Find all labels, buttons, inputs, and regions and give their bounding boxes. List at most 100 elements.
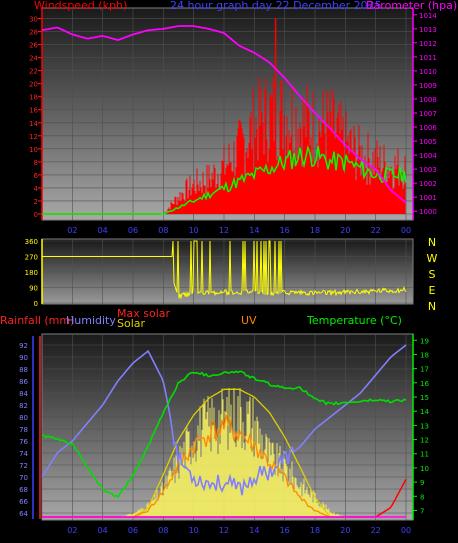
wind-x-tick-label: 00 [401, 226, 411, 235]
humidity-tick-label: 78 [19, 426, 28, 434]
temp-tick-label: 11 [420, 451, 429, 459]
wind-tick-label: 2 [34, 198, 38, 206]
humidity-tick-label: 88 [19, 366, 28, 374]
temp-tick-label: 18 [420, 351, 429, 359]
baro-tick-label: 1001 [419, 194, 437, 202]
baro-tick-label: 1014 [419, 12, 437, 20]
avg-wind-series [42, 144, 407, 215]
temp-tick-label: 10 [420, 465, 429, 473]
compass-label: E [429, 284, 436, 297]
wind-tick-label: 26 [29, 42, 38, 50]
baro-tick-label: 1013 [419, 26, 437, 34]
baro-tick-label: 1004 [419, 152, 437, 160]
wind-tick-label: 16 [29, 107, 38, 115]
wind-tick-label: 30 [29, 16, 38, 24]
humidity-label: Humidity [66, 314, 116, 327]
solar-x-tick-label: 02 [67, 526, 77, 535]
solar-x-tick-label: 22 [371, 526, 381, 535]
dir-tick-label: 90 [29, 285, 38, 293]
temp-tick-label: 12 [420, 437, 429, 445]
baro-tick-label: 1006 [419, 124, 437, 132]
wind-x-tick-label: 08 [158, 226, 168, 235]
maxsolar-label: Max solar [117, 307, 170, 320]
compass-label: W [427, 252, 438, 265]
solar-x-tick-label: 20 [340, 526, 350, 535]
wind-x-tick-label: 02 [67, 226, 77, 235]
wind-tick-label: 28 [29, 29, 38, 37]
baro-tick-label: 1007 [419, 110, 437, 118]
baro-tick-label: 1003 [419, 166, 437, 174]
wind-tick-label: 12 [29, 133, 38, 141]
wind-x-tick-label: 20 [340, 226, 350, 235]
temp-tick-label: 19 [420, 337, 429, 345]
wind-x-tick-label: 12 [219, 226, 229, 235]
dir-tick-label: 360 [25, 238, 38, 246]
baro-tick-label: 1002 [419, 180, 437, 188]
graph-title: 24 hour graph day 22 December 2025 [170, 0, 382, 12]
baro-tick-label: 1005 [419, 138, 437, 146]
solar-x-tick-label: 18 [310, 526, 320, 535]
baro-tick-label: 1000 [419, 208, 437, 216]
barometer-series [41, 25, 407, 204]
temp-tick-label: 8 [420, 493, 424, 501]
dir-tick-label: 270 [25, 254, 38, 262]
temperature-series [41, 370, 407, 499]
solar-x-tick-label: 12 [219, 526, 229, 535]
temp-tick-label: 14 [420, 408, 429, 416]
temperature-label: Temperature (°C) [306, 314, 402, 327]
humidity-tick-label: 80 [19, 414, 28, 422]
solar-x-tick-label: 06 [128, 526, 138, 535]
wind-x-tick-label: 04 [98, 226, 108, 235]
humidity-tick-label: 72 [19, 462, 28, 470]
wind-axis-title: Windspeed (kph) [34, 0, 127, 12]
temp-tick-label: 13 [420, 422, 429, 430]
uv-label: UV [241, 314, 257, 327]
wind-x-tick-label: 16 [280, 226, 290, 235]
wind-tick-label: 8 [34, 159, 38, 167]
wind-tick-label: 6 [34, 172, 39, 180]
solar-x-tick-label: 04 [98, 526, 108, 535]
wind-tick-label: 4 [34, 185, 39, 193]
humidity-tick-label: 76 [19, 438, 28, 446]
temp-tick-label: 7 [420, 507, 424, 515]
solar-label: Solar [117, 317, 146, 330]
temp-tick-label: 17 [420, 366, 429, 374]
solar-x-tick-label: 14 [249, 526, 259, 535]
wind-tick-label: 20 [29, 81, 38, 89]
humidity-tick-label: 70 [19, 474, 28, 482]
humidity-tick-label: 84 [19, 390, 28, 398]
baro-tick-label: 1010 [419, 68, 437, 76]
wind-tick-label: 10 [29, 146, 38, 154]
dir-tick-label: 180 [25, 269, 38, 277]
wind-tick-label: 18 [29, 94, 38, 102]
dir-tick-label: 0 [34, 300, 38, 308]
temp-tick-label: 9 [420, 479, 424, 487]
compass-label: S [429, 268, 436, 281]
wind-tick-label: 24 [29, 55, 38, 63]
humidity-tick-label: 86 [19, 378, 28, 386]
baro-tick-label: 1009 [419, 82, 437, 90]
solar-x-tick-label: 16 [280, 526, 290, 535]
baro-tick-label: 1008 [419, 96, 437, 104]
wind-x-tick-label: 18 [310, 226, 320, 235]
baro-tick-label: 1011 [419, 54, 437, 62]
baro-tick-label: 1012 [419, 40, 437, 48]
wind-x-tick-label: 06 [128, 226, 138, 235]
humidity-tick-label: 74 [19, 450, 28, 458]
solar-x-tick-label: 08 [158, 526, 168, 535]
baro-axis-title: Barometer (hpa) [366, 0, 457, 12]
humidity-tick-label: 68 [19, 486, 28, 494]
temp-tick-label: 16 [420, 380, 429, 388]
humidity-series [41, 344, 407, 496]
humidity-tick-label: 92 [19, 342, 28, 350]
humidity-tick-label: 66 [19, 498, 28, 506]
temp-tick-label: 15 [420, 394, 429, 402]
rainfall-label: Rainfall (mm) [0, 314, 74, 327]
humidity-tick-label: 82 [19, 402, 28, 410]
wind-tick-label: 22 [29, 68, 38, 76]
wind-tick-label: 0 [34, 211, 38, 219]
solar-x-tick-label: 00 [401, 526, 411, 535]
solar-x-tick-label: 10 [189, 526, 199, 535]
wind-tick-label: 14 [29, 120, 38, 128]
